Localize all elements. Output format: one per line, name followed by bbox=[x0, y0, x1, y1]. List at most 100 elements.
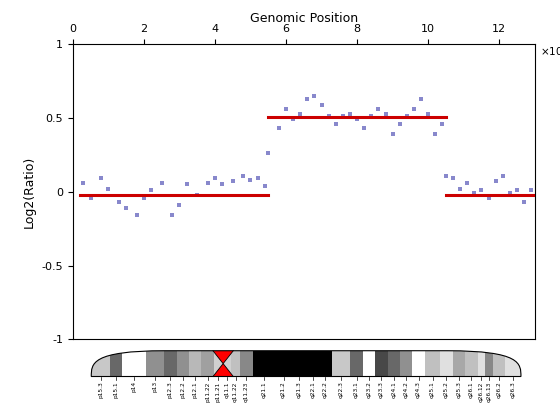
Point bbox=[527, 187, 536, 194]
Bar bbox=[91, 351, 110, 376]
Text: p12.1: p12.1 bbox=[193, 381, 198, 398]
Text: q22.2: q22.2 bbox=[323, 381, 328, 398]
Bar bbox=[164, 351, 176, 376]
Point bbox=[491, 178, 500, 185]
Point bbox=[104, 186, 113, 192]
Text: p15.1: p15.1 bbox=[114, 381, 119, 398]
Bar bbox=[412, 351, 425, 376]
Bar bbox=[493, 351, 506, 376]
Text: q22.1: q22.1 bbox=[311, 381, 316, 398]
Point bbox=[506, 190, 515, 197]
Point bbox=[175, 202, 184, 208]
Bar bbox=[452, 351, 465, 376]
Point bbox=[122, 205, 130, 211]
Bar bbox=[440, 351, 452, 376]
PathPatch shape bbox=[91, 351, 521, 376]
Bar bbox=[110, 351, 122, 376]
Text: q11.23: q11.23 bbox=[244, 381, 249, 402]
Bar bbox=[486, 351, 493, 376]
Text: q23.2: q23.2 bbox=[366, 381, 371, 398]
Point bbox=[260, 183, 269, 189]
Text: q21.3: q21.3 bbox=[297, 381, 302, 398]
Text: q26.13: q26.13 bbox=[487, 381, 492, 402]
Bar bbox=[400, 351, 412, 376]
Text: $\times10^4$: $\times10^4$ bbox=[540, 44, 560, 58]
X-axis label: Genomic Position: Genomic Position bbox=[250, 12, 358, 25]
Bar bbox=[506, 351, 521, 376]
Point bbox=[274, 125, 283, 131]
Text: q11.22: q11.22 bbox=[233, 381, 238, 402]
Point bbox=[438, 121, 447, 127]
Point bbox=[211, 175, 220, 182]
Point bbox=[353, 116, 362, 123]
Point bbox=[296, 110, 305, 117]
Bar bbox=[307, 351, 319, 376]
Text: q25.1: q25.1 bbox=[430, 381, 435, 398]
Text: q21.2: q21.2 bbox=[281, 381, 286, 398]
Bar bbox=[291, 351, 307, 376]
Bar bbox=[214, 351, 223, 376]
Point bbox=[463, 180, 472, 186]
Point bbox=[139, 194, 148, 201]
Point bbox=[132, 212, 141, 219]
Text: q21.1: q21.1 bbox=[262, 381, 267, 398]
Point bbox=[79, 180, 88, 186]
Bar bbox=[253, 351, 276, 376]
Bar bbox=[319, 351, 332, 376]
Bar bbox=[425, 351, 440, 376]
Bar bbox=[202, 351, 214, 376]
Point bbox=[520, 199, 529, 205]
Text: p11.21: p11.21 bbox=[216, 381, 221, 402]
Point bbox=[253, 175, 262, 182]
Bar bbox=[363, 351, 375, 376]
Point bbox=[449, 175, 458, 182]
Point bbox=[203, 180, 212, 186]
Point bbox=[193, 192, 202, 198]
Point bbox=[324, 113, 333, 120]
Bar bbox=[351, 351, 363, 376]
Polygon shape bbox=[213, 351, 234, 364]
Bar bbox=[478, 351, 486, 376]
Bar bbox=[189, 351, 202, 376]
Text: p15.3: p15.3 bbox=[98, 381, 103, 398]
Text: p14: p14 bbox=[132, 381, 137, 392]
Point bbox=[228, 178, 237, 185]
Bar bbox=[122, 351, 146, 376]
Text: q24.3: q24.3 bbox=[416, 381, 421, 398]
Point bbox=[417, 95, 426, 102]
Bar bbox=[388, 351, 400, 376]
Text: q23.3: q23.3 bbox=[379, 381, 384, 398]
Point bbox=[239, 172, 248, 179]
Bar bbox=[375, 351, 388, 376]
Point bbox=[388, 131, 397, 137]
Point bbox=[310, 92, 319, 99]
Point bbox=[246, 176, 255, 183]
Bar bbox=[223, 351, 231, 376]
Text: p12.2: p12.2 bbox=[180, 381, 185, 398]
Point bbox=[182, 181, 191, 188]
Point bbox=[498, 172, 507, 179]
Point bbox=[374, 106, 383, 113]
Point bbox=[168, 212, 177, 219]
Text: q25.2: q25.2 bbox=[444, 381, 449, 398]
Point bbox=[441, 172, 450, 179]
Point bbox=[470, 190, 479, 197]
Point bbox=[431, 131, 440, 137]
Point bbox=[367, 113, 376, 120]
Point bbox=[303, 95, 312, 102]
Point bbox=[403, 113, 412, 120]
Point bbox=[86, 194, 95, 201]
Text: p12.3: p12.3 bbox=[168, 381, 173, 398]
Point bbox=[512, 187, 521, 194]
Text: p11.22: p11.22 bbox=[205, 381, 210, 402]
Point bbox=[97, 175, 106, 182]
Text: q24.2: q24.2 bbox=[404, 381, 409, 398]
Text: q26.12: q26.12 bbox=[479, 381, 484, 402]
Point bbox=[456, 186, 465, 192]
Point bbox=[288, 116, 297, 123]
Text: p13: p13 bbox=[152, 381, 157, 392]
Point bbox=[114, 199, 123, 205]
Text: q11.1: q11.1 bbox=[225, 381, 230, 398]
Point bbox=[395, 121, 404, 127]
Point bbox=[147, 187, 156, 194]
